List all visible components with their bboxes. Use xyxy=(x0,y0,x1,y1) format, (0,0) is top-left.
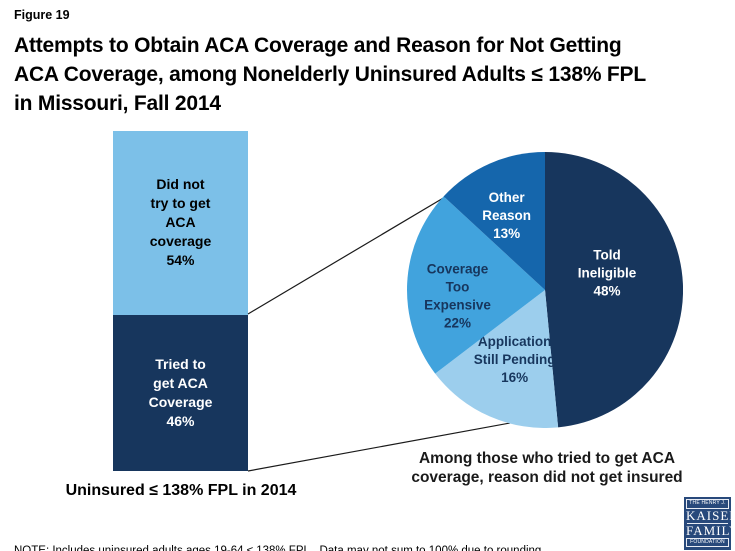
pie-slice-told-ineligible xyxy=(545,152,683,428)
chart-title-line: in Missouri, Fall 2014 xyxy=(14,92,221,115)
pie-slice-application-still-pending xyxy=(435,290,559,428)
bar-segment-tried-to-get-aca-coverage: Tried to get ACA Coverage 46% xyxy=(113,314,248,471)
pie-slice-label-coverage-too-expensive: Coverage Too Expensive 22% xyxy=(424,262,491,331)
figure-label: Figure 19 xyxy=(14,8,70,22)
chart-title-line: ACA Coverage, among Nonelderly Uninsured… xyxy=(14,63,646,86)
pie-caption-line: Among those who tried to get ACA xyxy=(418,450,676,467)
bar-segment-label: Did not try to get ACA coverage 54% xyxy=(149,176,212,269)
pie-slice-label-application-still-pending: Application Still Pending 16% xyxy=(474,334,556,385)
bar-segment-label: Tried to get ACA Coverage 46% xyxy=(148,355,213,429)
kff-logo-bottom-strip: FOUNDATION xyxy=(686,537,729,547)
pie-slice-label-other-reason: Other Reason 13% xyxy=(482,190,531,241)
chart-title: Attempts to Obtain ACA Coverage and Reas… xyxy=(14,31,728,118)
pie-slice-label-told-ineligible: Told Ineligible 48% xyxy=(578,248,637,299)
bar-segment-did-not-try-to-get-aca-coverage: Did not try to get ACA coverage 54% xyxy=(113,131,248,315)
kff-logo-kaiser: KAISER xyxy=(686,507,735,523)
pie-caption-line: coverage, reason did not get insured xyxy=(411,469,683,486)
kff-logo-family: FAMILY xyxy=(686,522,735,538)
pie-slice-coverage-too-expensive xyxy=(407,196,545,374)
stacked-bar: Did not try to get ACA coverage 54% Tried to g… xyxy=(113,131,248,471)
bar-axis-label: Uninsured ≤ 138% FPL in 2014 xyxy=(65,482,297,499)
footer: NOTE: Includes uninsured adults ages 19-… xyxy=(14,511,614,551)
kff-logo: THE HENRY J. KAISER FAMILY FOUNDATION xyxy=(684,497,735,550)
kff-logo-rule xyxy=(687,522,728,524)
chart-title-line: Attempts to Obtain ACA Coverage and Reas… xyxy=(14,34,622,57)
pie-chart: Told Ineligible 48% Application Still Pendin… xyxy=(407,152,683,428)
pie-caption: Among those who tried to get ACA coverage… xyxy=(406,449,688,487)
kff-logo-top-strip: THE HENRY J. xyxy=(686,499,729,509)
footer-note: NOTE: Includes uninsured adults ages 19-… xyxy=(14,545,545,551)
pie-slice-other-reason xyxy=(443,152,545,290)
